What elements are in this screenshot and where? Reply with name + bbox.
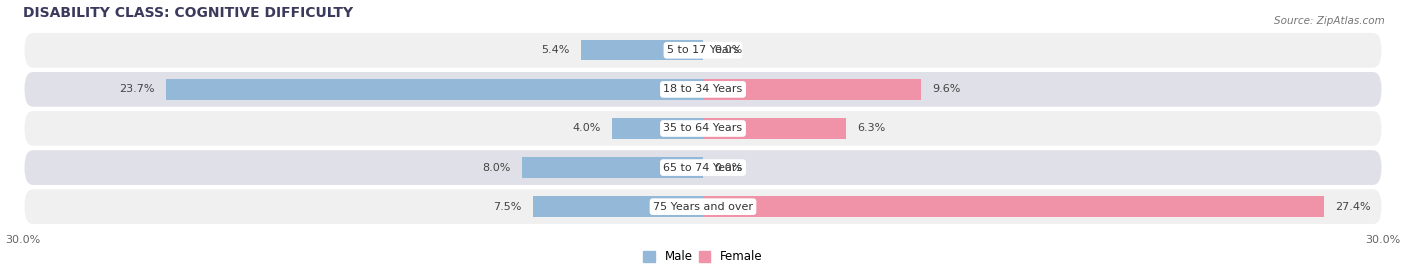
Text: 65 to 74 Years: 65 to 74 Years bbox=[664, 162, 742, 173]
Bar bbox=[522, 157, 703, 178]
FancyBboxPatch shape bbox=[22, 188, 1384, 225]
Text: 4.0%: 4.0% bbox=[572, 123, 600, 133]
FancyBboxPatch shape bbox=[22, 31, 1384, 69]
Bar bbox=[581, 40, 703, 61]
Bar bbox=[613, 118, 703, 139]
Text: 5 to 17 Years: 5 to 17 Years bbox=[666, 45, 740, 55]
Text: 9.6%: 9.6% bbox=[932, 84, 960, 94]
Text: 35 to 64 Years: 35 to 64 Years bbox=[664, 123, 742, 133]
Text: 27.4%: 27.4% bbox=[1336, 202, 1371, 212]
Text: 75 Years and over: 75 Years and over bbox=[652, 202, 754, 212]
Bar bbox=[703, 118, 846, 139]
FancyBboxPatch shape bbox=[22, 149, 1384, 186]
Text: 5.4%: 5.4% bbox=[541, 45, 569, 55]
Text: DISABILITY CLASS: COGNITIVE DIFFICULTY: DISABILITY CLASS: COGNITIVE DIFFICULTY bbox=[22, 6, 353, 20]
Text: 6.3%: 6.3% bbox=[858, 123, 886, 133]
Text: 7.5%: 7.5% bbox=[494, 202, 522, 212]
Bar bbox=[703, 79, 921, 100]
FancyBboxPatch shape bbox=[22, 71, 1384, 108]
Text: Source: ZipAtlas.com: Source: ZipAtlas.com bbox=[1274, 16, 1385, 26]
Text: 0.0%: 0.0% bbox=[714, 45, 742, 55]
FancyBboxPatch shape bbox=[22, 110, 1384, 147]
Bar bbox=[533, 196, 703, 217]
Text: 8.0%: 8.0% bbox=[482, 162, 510, 173]
Bar bbox=[166, 79, 703, 100]
Text: 23.7%: 23.7% bbox=[120, 84, 155, 94]
Text: 18 to 34 Years: 18 to 34 Years bbox=[664, 84, 742, 94]
Legend: Male, Female: Male, Female bbox=[644, 250, 762, 263]
Text: 0.0%: 0.0% bbox=[714, 162, 742, 173]
Bar bbox=[703, 196, 1324, 217]
